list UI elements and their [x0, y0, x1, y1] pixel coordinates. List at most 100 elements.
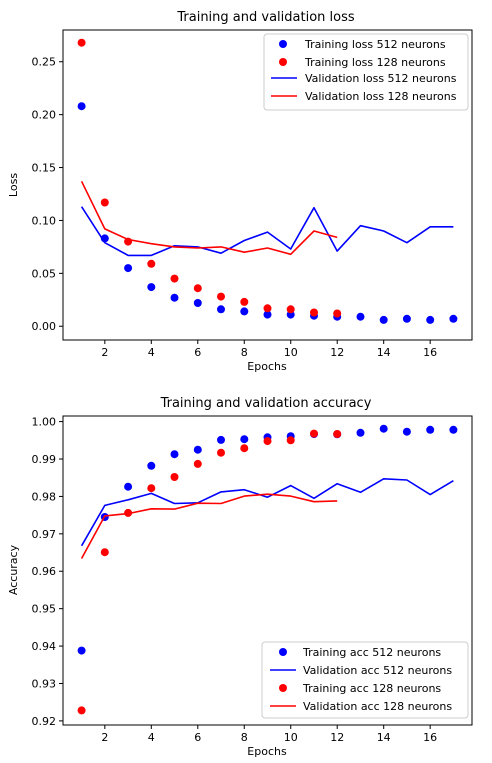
accuracy-point-training-acc-128-neurons-5 — [170, 473, 179, 481]
accuracy-legend-label-2: Training acc 128 neurons — [302, 682, 441, 695]
loss-ytick-label-3: 0.15 — [32, 162, 57, 175]
loss-point-training-loss-512-neurons-1 — [77, 102, 86, 111]
loss-line-validation-loss-128-neurons — [80, 180, 338, 256]
loss-point-training-loss-512-neurons-15 — [402, 314, 411, 323]
accuracy-point-training-acc-128-neurons-8 — [240, 444, 249, 453]
accuracy-point-training-acc-512-neurons-16 — [426, 425, 435, 434]
loss-ytick-label-2: 0.10 — [32, 214, 57, 227]
accuracy-xtick-label-14: 14 — [377, 731, 391, 744]
loss-chart-frame — [62, 29, 473, 341]
accuracy-point-training-acc-128-neurons-7 — [217, 448, 225, 457]
loss-legend-box — [263, 33, 469, 111]
accuracy-point-training-acc-128-neurons-10 — [286, 436, 295, 445]
accuracy-point-training-acc-512-neurons-4 — [147, 461, 156, 470]
loss-legend-label-3: Validation loss 128 neurons — [305, 90, 457, 103]
accuracy-xtick-label-2: 2 — [101, 731, 108, 744]
accuracy-point-training-acc-128-neurons-11 — [310, 429, 318, 438]
loss-chart: Training and validation loss Epochs Loss… — [7, 10, 473, 373]
loss-point-training-loss-512-neurons-14 — [379, 315, 388, 324]
accuracy-chart-marks — [77, 424, 458, 715]
accuracy-chart-frame — [62, 415, 473, 726]
loss-point-training-loss-128-neurons-11 — [310, 308, 318, 317]
loss-point-training-loss-128-neurons-8 — [240, 297, 249, 306]
loss-point-training-loss-128-neurons-12 — [333, 309, 342, 318]
accuracy-ytick-label-7: 0.99 — [32, 453, 57, 466]
accuracy-xtick-label-16: 16 — [423, 731, 437, 744]
loss-ytick-label-4: 0.20 — [32, 109, 57, 122]
accuracy-chart: Training and validation accuracy Epochs … — [7, 396, 473, 758]
loss-point-training-loss-512-neurons-8 — [240, 307, 249, 316]
accuracy-xtick-label-12: 12 — [330, 731, 344, 744]
accuracy-ytick-label-0: 0.92 — [32, 715, 57, 728]
accuracy-legend: Training acc 512 neurons Validation acc … — [261, 641, 469, 719]
accuracy-line-validation-acc-128-neurons — [80, 493, 338, 559]
accuracy-point-training-acc-512-neurons-1 — [77, 646, 86, 655]
accuracy-legend-label-0: Training acc 512 neurons — [302, 646, 441, 659]
loss-point-training-loss-512-neurons-9 — [263, 310, 272, 319]
accuracy-point-training-acc-512-neurons-6 — [193, 445, 202, 454]
accuracy-ytick-label-2: 0.94 — [32, 640, 57, 653]
loss-point-training-loss-512-neurons-7 — [217, 305, 225, 314]
loss-point-training-loss-128-neurons-4 — [147, 259, 156, 268]
loss-ytick-label-5: 0.25 — [32, 56, 57, 69]
accuracy-ytick-label-8: 1.00 — [32, 416, 57, 429]
loss-point-training-loss-512-neurons-6 — [193, 299, 202, 307]
accuracy-point-training-acc-128-neurons-12 — [333, 430, 342, 438]
accuracy-point-training-acc-512-neurons-14 — [379, 424, 388, 433]
accuracy-legend-box — [261, 641, 469, 719]
loss-point-training-loss-512-neurons-5 — [170, 293, 179, 302]
loss-ytick-label-0: 0.00 — [32, 320, 57, 333]
accuracy-ytick-label-4: 0.96 — [32, 565, 57, 578]
loss-point-training-loss-128-neurons-6 — [193, 284, 202, 293]
loss-chart-marks — [77, 38, 458, 324]
accuracy-point-training-acc-512-neurons-3 — [124, 482, 133, 491]
accuracy-point-training-acc-128-neurons-2 — [100, 548, 109, 557]
accuracy-point-training-acc-512-neurons-17 — [449, 425, 458, 434]
accuracy-ytick-label-1: 0.93 — [32, 677, 57, 690]
accuracy-point-training-acc-512-neurons-13 — [356, 428, 365, 437]
accuracy-line-validation-acc-512-neurons — [80, 477, 454, 547]
accuracy-xtick-label-8: 8 — [241, 731, 248, 744]
loss-line-validation-loss-512-neurons — [80, 206, 454, 257]
loss-point-training-loss-512-neurons-3 — [124, 264, 133, 273]
accuracy-point-training-acc-512-neurons-7 — [217, 435, 225, 444]
accuracy-xtick-label-6: 6 — [194, 731, 201, 744]
loss-chart-ylabel: Loss — [7, 173, 20, 197]
loss-chart-title: Training and validation loss — [176, 10, 354, 25]
loss-xtick-label-14: 14 — [377, 346, 391, 359]
accuracy-point-training-acc-512-neurons-15 — [402, 427, 411, 436]
loss-chart-xlabel: Epochs — [247, 360, 287, 373]
loss-point-training-loss-128-neurons-7 — [217, 292, 225, 301]
loss-point-training-loss-128-neurons-2 — [100, 198, 109, 207]
loss-point-training-loss-512-neurons-17 — [449, 314, 458, 323]
loss-legend-label-0: Training loss 512 neurons — [304, 38, 446, 51]
loss-legend: Training loss 512 neurons Training loss … — [263, 33, 469, 111]
loss-point-training-loss-512-neurons-16 — [426, 315, 435, 324]
loss-xtick-label-2: 2 — [101, 346, 108, 359]
accuracy-point-training-acc-512-neurons-8 — [240, 435, 249, 444]
accuracy-point-training-acc-128-neurons-9 — [263, 437, 272, 446]
accuracy-ytick-label-5: 0.97 — [32, 528, 57, 541]
loss-point-training-loss-128-neurons-10 — [286, 305, 295, 314]
loss-point-training-loss-128-neurons-1 — [77, 38, 86, 47]
accuracy-legend-marker-2 — [279, 684, 287, 692]
loss-xtick-label-10: 10 — [284, 346, 298, 359]
accuracy-point-training-acc-512-neurons-5 — [170, 450, 179, 459]
accuracy-legend-label-3: Validation acc 128 neurons — [303, 700, 452, 713]
accuracy-ytick-label-6: 0.98 — [32, 490, 57, 503]
loss-chart-axes: 2 4 6 8 10 12 14 16 0.00 0.05 0.10 0.15 0.20 0.25 — [32, 56, 438, 359]
loss-xtick-label-4: 4 — [148, 346, 155, 359]
accuracy-chart-axes: 2 4 6 8 10 12 14 16 0.92 0.93 0.94 0.95 0.96 0.97 0.98… — [32, 416, 438, 744]
loss-point-training-loss-128-neurons-5 — [170, 274, 179, 283]
accuracy-chart-ylabel: Accuracy — [7, 544, 20, 595]
loss-legend-marker-0 — [279, 40, 287, 48]
loss-xtick-label-12: 12 — [330, 346, 344, 359]
loss-xtick-label-8: 8 — [241, 346, 248, 359]
loss-legend-label-1: Training loss 128 neurons — [304, 56, 446, 69]
loss-xtick-label-16: 16 — [423, 346, 437, 359]
accuracy-point-training-acc-128-neurons-6 — [193, 459, 202, 468]
accuracy-point-training-acc-128-neurons-1 — [77, 706, 86, 715]
accuracy-chart-xlabel: Epochs — [247, 745, 287, 758]
accuracy-xtick-label-4: 4 — [148, 731, 155, 744]
